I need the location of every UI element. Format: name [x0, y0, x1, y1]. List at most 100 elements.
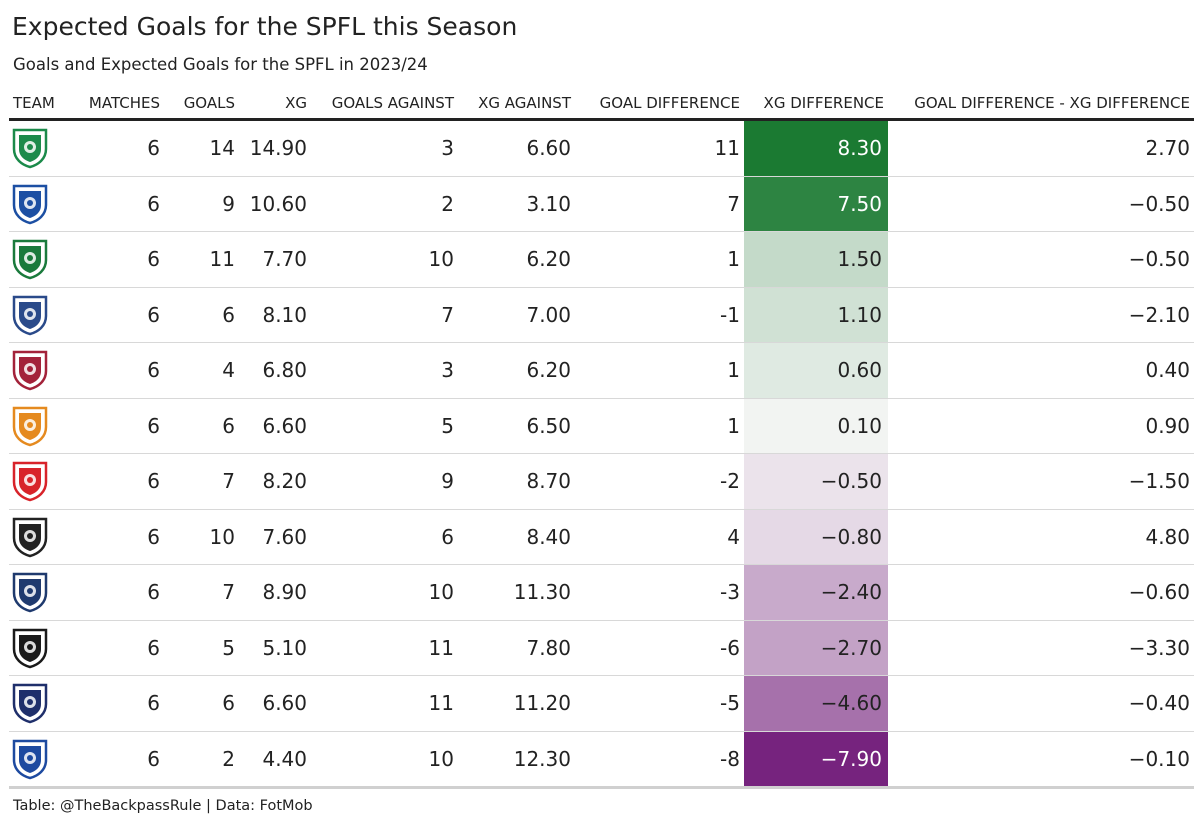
team-cell [9, 176, 72, 232]
col-header-xg-against: XG AGAINST [458, 88, 575, 121]
aberdeen-crest [12, 462, 48, 502]
goal-difference-cell: 1 [575, 398, 744, 454]
xg-cell: 8.10 [239, 287, 311, 343]
gd-minus-xgd-cell: 0.90 [888, 398, 1194, 454]
goal-difference-cell: 1 [575, 342, 744, 399]
goal-difference-cell: -5 [575, 675, 744, 732]
ross-county-crest [12, 684, 48, 724]
xg-against-cell: 8.40 [458, 509, 575, 565]
goals-against-cell: 5 [311, 398, 458, 454]
celtic-crest [12, 129, 48, 169]
xg-cell: 6.60 [239, 675, 311, 732]
matches-cell: 6 [72, 342, 164, 399]
xg-against-cell: 6.60 [458, 119, 575, 177]
goals-against-cell: 11 [311, 620, 458, 676]
goal-difference-cell: 7 [575, 176, 744, 232]
col-header-xg: XG [239, 88, 311, 121]
col-header-gd-minus-xgd: GOAL DIFFERENCE - XG DIFFERENCE [888, 88, 1194, 121]
team-cell [9, 453, 72, 510]
xg-against-cell: 7.80 [458, 620, 575, 676]
chart-title: Expected Goals for the SPFL this Season [12, 12, 518, 41]
xg-difference-cell: −0.50 [744, 453, 888, 510]
matches-cell: 6 [72, 564, 164, 621]
col-header-goal-difference: GOAL DIFFERENCE [575, 88, 744, 121]
team-cell [9, 620, 72, 676]
xg-difference-cell: 1.10 [744, 287, 888, 343]
dundee-crest [12, 573, 48, 613]
xg-cell: 10.60 [239, 176, 311, 232]
xg-cell: 5.10 [239, 620, 311, 676]
kilmarnock-crest [12, 295, 48, 336]
xg-difference-cell: −2.70 [744, 620, 888, 676]
xg-difference-cell: 7.50 [744, 176, 888, 232]
gd-minus-xgd-cell: −2.10 [888, 287, 1194, 343]
xg-difference-cell: −0.80 [744, 509, 888, 565]
hearts-crest [12, 351, 48, 391]
goals-cell: 6 [164, 287, 239, 343]
st-mirren-crest [12, 517, 48, 558]
matches-cell: 6 [72, 398, 164, 454]
team-cell [9, 287, 72, 343]
xg-table: TEAM MATCHES GOALS XG GOALS AGAINST XG A… [9, 88, 1194, 789]
matches-cell: 6 [72, 509, 164, 565]
table-row: 6 6 6.60 5 6.50 1 0.10 0.90 [9, 398, 1194, 454]
st-johnstone-crest [12, 739, 48, 780]
table-row: 6 5 5.10 11 7.80 -6 −2.70 −3.30 [9, 620, 1194, 676]
xg-cell: 8.90 [239, 564, 311, 621]
table-row: 6 4 6.80 3 6.20 1 0.60 0.40 [9, 342, 1194, 399]
gd-minus-xgd-cell: 0.40 [888, 342, 1194, 399]
goals-cell: 14 [164, 119, 239, 177]
xg-difference-cell: 1.50 [744, 231, 888, 288]
xg-cell: 8.20 [239, 453, 311, 510]
goals-against-cell: 6 [311, 509, 458, 565]
table-row: 6 9 10.60 2 3.10 7 7.50 −0.50 [9, 176, 1194, 232]
col-header-goals-against: GOALS AGAINST [311, 88, 458, 121]
xg-difference-cell: 0.60 [744, 342, 888, 399]
col-header-goals: GOALS [164, 88, 239, 121]
rangers-crest [12, 184, 48, 225]
goals-cell: 5 [164, 620, 239, 676]
motherwell-crest [12, 406, 48, 447]
col-header-matches: MATCHES [72, 88, 164, 121]
gd-minus-xgd-cell: −0.50 [888, 176, 1194, 232]
table-row: 6 11 7.70 10 6.20 1 1.50 −0.50 [9, 231, 1194, 288]
goals-cell: 4 [164, 342, 239, 399]
matches-cell: 6 [72, 620, 164, 676]
table-row: 6 6 6.60 11 11.20 -5 −4.60 −0.40 [9, 675, 1194, 732]
goals-cell: 7 [164, 564, 239, 621]
goals-against-cell: 10 [311, 231, 458, 288]
team-cell [9, 342, 72, 399]
col-header-team: TEAM [9, 88, 72, 121]
goal-difference-cell: -3 [575, 564, 744, 621]
chart-subtitle: Goals and Expected Goals for the SPFL in… [13, 55, 428, 74]
goals-cell: 9 [164, 176, 239, 232]
goals-against-cell: 10 [311, 564, 458, 621]
goals-cell: 7 [164, 453, 239, 510]
goals-against-cell: 10 [311, 731, 458, 789]
gd-minus-xgd-cell: −1.50 [888, 453, 1194, 510]
table-row: 6 10 7.60 6 8.40 4 −0.80 4.80 [9, 509, 1194, 565]
table-row: 6 7 8.20 9 8.70 -2 −0.50 −1.50 [9, 453, 1194, 510]
matches-cell: 6 [72, 731, 164, 789]
xg-cell: 4.40 [239, 731, 311, 789]
goals-against-cell: 7 [311, 287, 458, 343]
footer-credit: Table: @TheBackpassRule | Data: FotMob [13, 798, 313, 814]
matches-cell: 6 [72, 453, 164, 510]
xg-against-cell: 12.30 [458, 731, 575, 789]
goals-against-cell: 11 [311, 675, 458, 732]
header-row: TEAM MATCHES GOALS XG GOALS AGAINST XG A… [9, 88, 1194, 121]
goal-difference-cell: -1 [575, 287, 744, 343]
goals-cell: 10 [164, 509, 239, 565]
xg-difference-cell: 0.10 [744, 398, 888, 454]
gd-minus-xgd-cell: 2.70 [888, 119, 1194, 177]
matches-cell: 6 [72, 231, 164, 288]
table-row: 6 14 14.90 3 6.60 11 8.30 2.70 [9, 119, 1194, 177]
xg-cell: 6.80 [239, 342, 311, 399]
team-cell [9, 564, 72, 621]
team-cell [9, 509, 72, 565]
matches-cell: 6 [72, 119, 164, 177]
xg-against-cell: 8.70 [458, 453, 575, 510]
xg-against-cell: 6.20 [458, 231, 575, 288]
table-row: 6 6 8.10 7 7.00 -1 1.10 −2.10 [9, 287, 1194, 343]
gd-minus-xgd-cell: −3.30 [888, 620, 1194, 676]
